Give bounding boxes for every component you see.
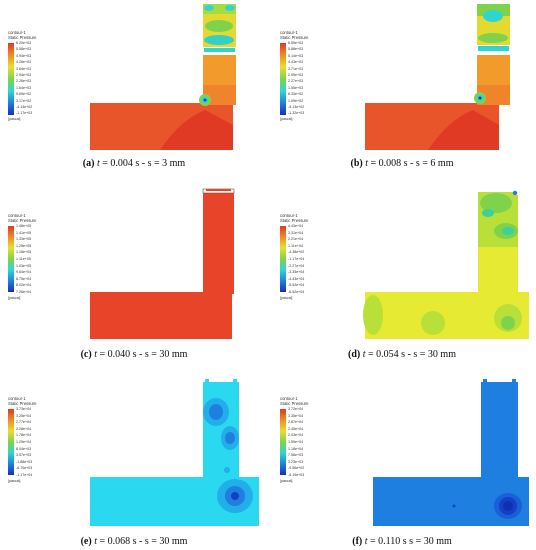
legend-title: contour-1 Static Pressure [8,396,37,406]
panel-b: contour-1 Static Pressure 6.59e+03 5.88e… [268,0,536,183]
pressure-contour [365,4,512,150]
legend-unit: [pascal] [8,479,21,483]
panel-f: contour-1 Static Pressure 3.72e+04 3.35e… [268,366,536,549]
panel-d: contour-1 Static Pressure 4.43e+04 3.31e… [268,183,536,366]
legend-title: contour-1 Static Pressure [280,396,309,406]
panel-e: contour-1 Static Pressure 3.73e+04 3.25e… [0,366,268,549]
legend-unit: [pascal] [8,296,21,300]
legend-title: contour-1 Static Pressure [280,30,309,40]
caption-a: (a) t = 0.004 s - s = 3 mm [82,158,186,169]
legend-colorbar [8,409,14,475]
legend-unit: [pascal] [280,117,293,121]
pressure-contour [363,190,529,339]
caption-c: (c) t = 0.040 s - s = 30 mm [80,349,188,360]
legend-unit: [pascal] [280,479,293,483]
legend-colorbar [280,409,286,475]
pressure-contour [90,4,238,150]
legend-title: contour-1 Static Pressure [8,213,37,223]
caption-e: (e) t = 0.068 s - s = 30 mm [80,536,188,547]
pressure-contour [90,188,235,339]
legend-colorbar [8,226,14,292]
panel-a: contour-1 Static Pressure 6.20e+03 5.58e… [0,0,268,183]
pressure-contour [373,379,529,526]
legend-unit: [pascal] [280,296,293,300]
legend-title: contour-1 Static Pressure [8,30,37,40]
legend-colorbar [280,226,286,292]
legend-colorbar [280,43,286,115]
caption-b: (b) t = 0.008 s - s = 6 mm [350,158,454,169]
legend-unit: [pascal] [8,117,21,121]
legend-title: contour-1 Static Pressure [280,213,309,223]
pressure-contour [90,379,259,526]
caption-d: (d) t = 0.054 s - s = 30 mm [348,349,456,360]
legend-colorbar [8,43,14,115]
caption-f: (f) t = 0.110 s s = 30 mm [352,536,452,547]
panel-c: contour-1 Static Pressure 1.46e+05 1.41e… [0,183,268,366]
